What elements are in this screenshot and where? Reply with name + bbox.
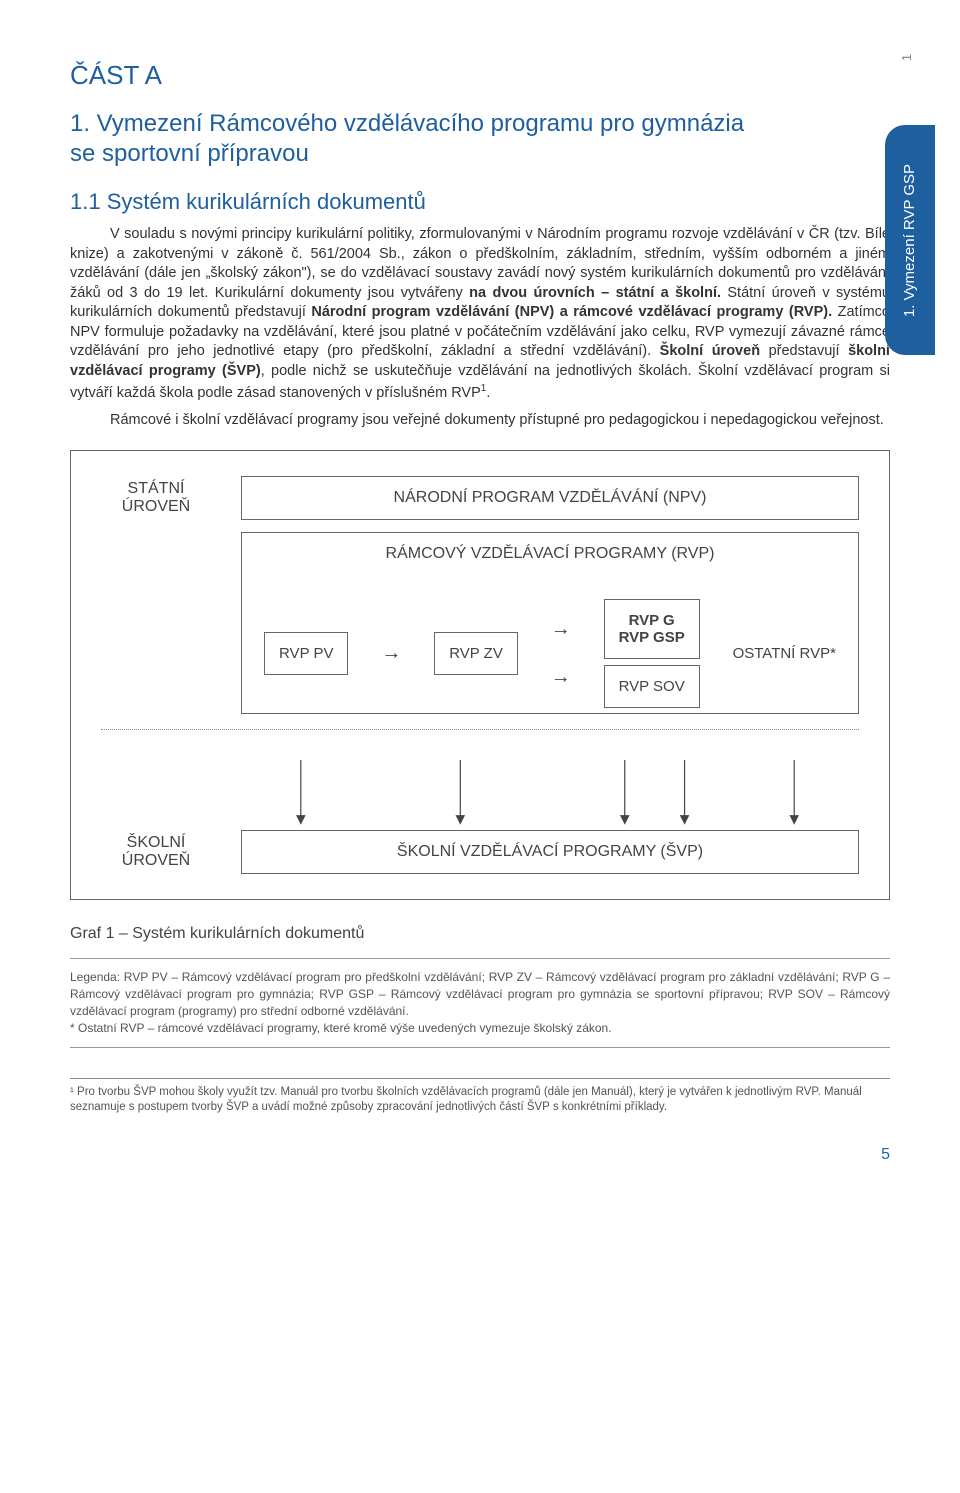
legend-1: Legenda: RVP PV – Rámcový vzdělávací pro…	[70, 969, 890, 1019]
rvp-sov-box: RVP SOV	[604, 665, 700, 708]
divider	[70, 958, 890, 959]
page-number-top: 1	[899, 54, 914, 61]
divider	[70, 1047, 890, 1048]
diagram: STÁTNÍ ÚROVEŇ NÁRODNÍ PROGRAM VZDĚLÁVÁNÍ…	[70, 450, 890, 900]
main-title: 1. Vymezení Rámcového vzdělávacího progr…	[70, 109, 770, 169]
rvp-title: RÁMCOVÝ VZDĚLÁVACÍ PROGRAMY (RVP)	[254, 545, 846, 563]
arrow-right-icon: →	[381, 642, 401, 665]
part-heading: ČÁST A	[70, 60, 890, 91]
rvp-g-gsp-box: RVP G RVP GSP	[604, 599, 700, 659]
side-tab-label: 1. Vymezení RVP GSP	[902, 163, 919, 316]
dotted-divider	[101, 729, 859, 730]
ostatni-rvp-label: OSTATNÍ RVP*	[733, 645, 836, 662]
footnote-separator	[70, 1078, 890, 1079]
state-level-label: STÁTNÍ ÚROVEŇ	[101, 480, 211, 516]
svp-box: ŠKOLNÍ VZDĚLÁVACÍ PROGRAMY (ŠVP)	[241, 830, 859, 874]
page-number-bottom: 5	[70, 1146, 890, 1164]
rvp-zv-box: RVP ZV	[434, 632, 518, 675]
rvp-container: RÁMCOVÝ VZDĚLÁVACÍ PROGRAMY (RVP) RVP PV…	[241, 532, 859, 714]
diagram-caption: Graf 1 – Systém kurikulárních dokumentů	[70, 925, 890, 943]
side-tab: 1. Vymezení RVP GSP	[885, 125, 935, 355]
paragraph-1: V souladu s novými principy kurikulární …	[70, 225, 890, 403]
npv-box: NÁRODNÍ PROGRAM VZDĚLÁVÁNÍ (NPV)	[241, 476, 859, 520]
sub-title: 1.1 Systém kurikulárních dokumentů	[70, 189, 890, 215]
arrow-split-icon: →→	[551, 618, 571, 689]
school-level-label: ŠKOLNÍ ÚROVEŇ	[101, 834, 211, 870]
legend-2: * Ostatní RVP – rámcové vzdělávací progr…	[70, 1020, 890, 1037]
down-arrows	[241, 760, 859, 830]
paragraph-2: Rámcové i školní vzdělávací programy jso…	[70, 411, 890, 431]
rvp-pv-box: RVP PV	[264, 632, 348, 675]
footnote-1: ¹ Pro tvorbu ŠVP mohou školy využít tzv.…	[70, 1085, 890, 1116]
